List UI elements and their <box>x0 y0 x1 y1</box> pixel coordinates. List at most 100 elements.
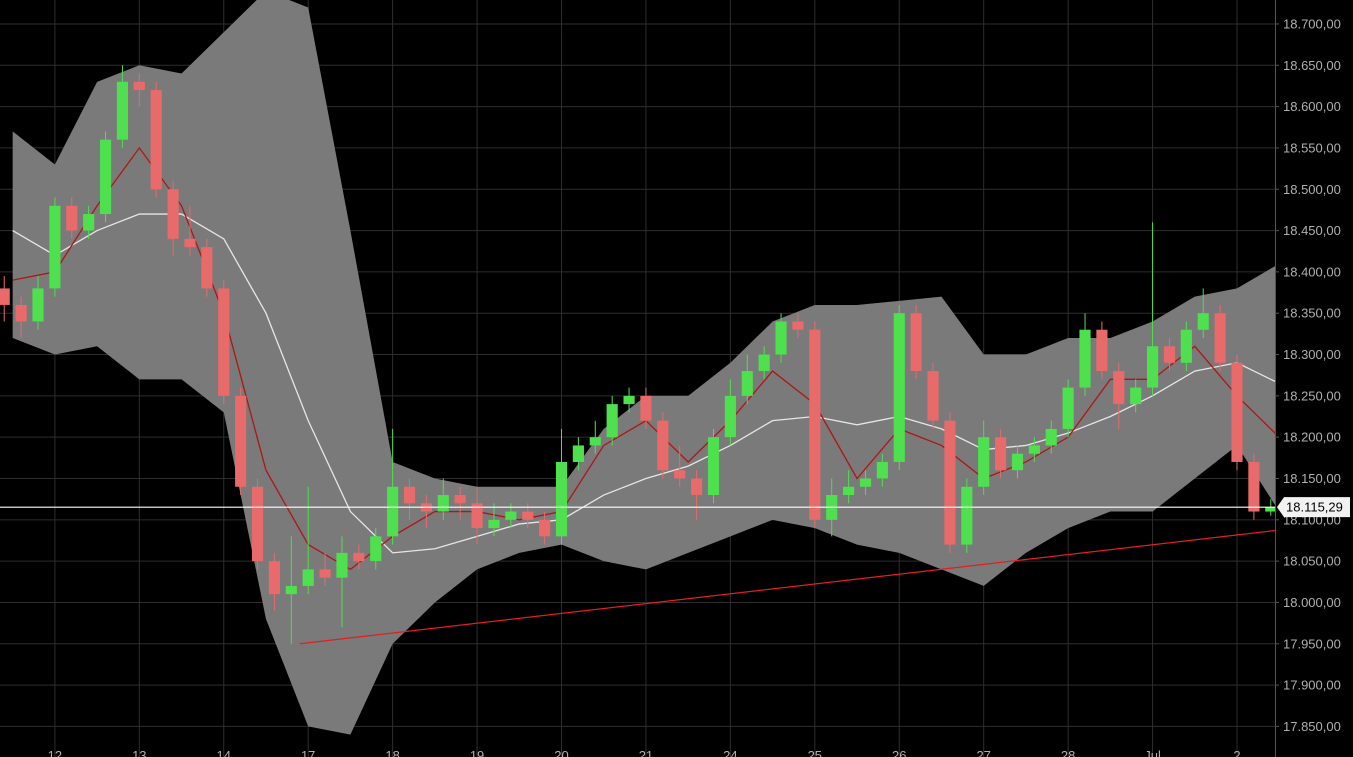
candle-body <box>707 437 720 496</box>
candle-body <box>1062 387 1074 429</box>
candle-body <box>724 395 736 438</box>
candle-body <box>555 461 568 537</box>
candle-body <box>488 519 500 529</box>
candle-body <box>268 561 280 595</box>
candle-body <box>1028 445 1040 454</box>
candle-body <box>961 486 973 545</box>
candle-body <box>606 404 618 438</box>
candle-body <box>66 205 78 231</box>
candle-body <box>978 437 990 487</box>
x-tick-label: 21 <box>639 748 653 757</box>
candle-body <box>99 139 112 215</box>
candle-body <box>674 470 686 479</box>
candle-body <box>403 486 416 504</box>
candle-body <box>1214 313 1226 363</box>
y-tick-label: 18.700,00 <box>1283 16 1341 31</box>
candle-body <box>353 552 365 562</box>
candle-body <box>1231 362 1243 462</box>
x-tick-label: Jul <box>1144 748 1161 757</box>
candle-body <box>1096 329 1108 372</box>
candle-body <box>539 519 551 537</box>
candle-body <box>319 569 331 578</box>
candle-body <box>809 329 821 520</box>
candle-body <box>1011 453 1024 471</box>
x-tick-label: 20 <box>554 748 568 757</box>
candle-body <box>995 437 1007 471</box>
x-tick-label: 18 <box>385 748 399 757</box>
candle-body <box>1146 346 1159 388</box>
candle-body <box>437 495 449 512</box>
candle-body <box>32 288 44 322</box>
candle-body <box>1130 387 1142 405</box>
x-tick-label: 25 <box>808 748 822 757</box>
y-tick-label: 18.300,00 <box>1283 347 1341 362</box>
x-tick-label: 13 <box>132 748 146 757</box>
candle-body <box>589 437 601 446</box>
y-tick-label: 17.850,00 <box>1283 719 1341 734</box>
candle-body <box>859 478 872 487</box>
y-tick-label: 18.350,00 <box>1283 306 1341 321</box>
candle-body <box>893 313 905 462</box>
y-tick-label: 18.500,00 <box>1283 182 1341 197</box>
y-axis: 17.850,00 17.900,00 17.950,00 18.000,00 18.0… <box>48 16 1350 757</box>
candle-body <box>792 321 804 330</box>
plot-area <box>0 0 1275 735</box>
candle-body <box>775 321 787 355</box>
candle-body <box>927 371 939 421</box>
candle-body <box>370 536 382 562</box>
candle-body <box>1265 507 1275 512</box>
x-tick-label: 17 <box>301 748 315 757</box>
bollinger-band <box>12 0 1275 735</box>
y-tick-label: 18.150,00 <box>1283 471 1341 486</box>
candle-body <box>15 304 27 322</box>
candle-body <box>83 214 95 231</box>
candle-body <box>285 585 297 595</box>
last-price-label: 18.115,29 <box>1286 500 1343 515</box>
candle-body <box>49 205 61 289</box>
candle-body <box>1248 461 1260 512</box>
y-tick-label: 18.200,00 <box>1283 430 1341 445</box>
y-tick-label: 18.550,00 <box>1283 140 1341 155</box>
x-tick-label: 24 <box>723 748 737 757</box>
x-tick-label: 28 <box>1061 748 1075 757</box>
x-tick-label: 27 <box>976 748 990 757</box>
x-tick-label: 19 <box>470 748 484 757</box>
candle-body <box>218 288 230 396</box>
x-tick-label: 12 <box>48 748 62 757</box>
candle-body <box>184 238 196 248</box>
candle-body <box>251 486 264 562</box>
candle-body <box>640 395 652 421</box>
last-price-tag <box>1277 497 1350 518</box>
x-tick-label: 14 <box>217 748 231 757</box>
y-tick-label: 17.900,00 <box>1283 678 1341 693</box>
candle-body <box>522 511 534 520</box>
candle-body <box>336 552 348 578</box>
candle-body <box>657 420 669 471</box>
candle-body <box>167 189 179 239</box>
candle-body <box>572 445 584 462</box>
candle-body <box>235 395 247 487</box>
candle-body <box>876 461 888 479</box>
candle-body <box>1113 371 1125 405</box>
candle-body <box>387 486 399 537</box>
candle-body <box>944 420 956 545</box>
y-tick-label: 18.400,00 <box>1283 264 1341 279</box>
candle-body <box>691 478 703 496</box>
candle-body <box>1180 329 1192 363</box>
y-tick-label: 18.250,00 <box>1283 388 1341 403</box>
y-tick-label: 18.000,00 <box>1283 595 1341 610</box>
candle-body <box>454 495 466 504</box>
candle-body <box>623 395 635 405</box>
candle-body <box>758 354 770 372</box>
candle-body <box>302 569 314 586</box>
candle-body <box>471 503 483 529</box>
candle-body <box>150 90 162 190</box>
candle-body <box>201 247 213 289</box>
y-tick-label: 17.950,00 <box>1283 636 1341 651</box>
y-tick-label: 18.650,00 <box>1283 58 1341 73</box>
candle-body <box>505 511 517 520</box>
candle-body <box>843 486 855 496</box>
candle-body <box>910 313 922 372</box>
x-tick-label: 26 <box>892 748 906 757</box>
